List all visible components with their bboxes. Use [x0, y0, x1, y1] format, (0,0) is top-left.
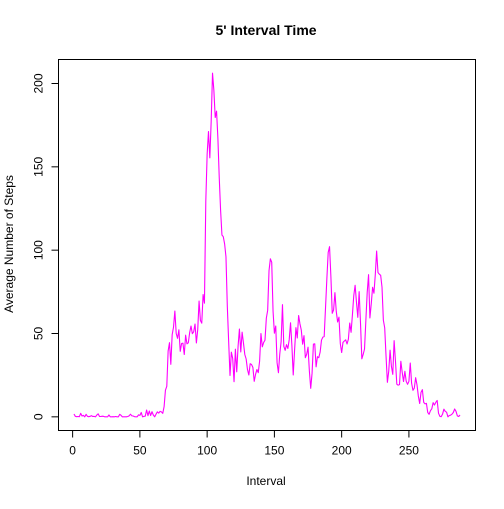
y-tick-label: 150: [32, 157, 46, 177]
x-tick-label: 100: [197, 444, 217, 458]
y-tick-label: 0: [32, 413, 46, 420]
x-tick-label: 50: [133, 444, 147, 458]
x-axis-label: Interval: [246, 474, 285, 488]
chart-title: 5' Interval Time: [215, 22, 316, 38]
x-tick-label: 0: [69, 444, 76, 458]
data-line: [73, 72, 461, 418]
x-tick-label: 250: [399, 444, 419, 458]
plot-frame: [58, 59, 476, 431]
x-tick-label: 150: [264, 444, 284, 458]
x-tick-label: 200: [332, 444, 352, 458]
y-tick-label: 50: [32, 327, 46, 341]
y-tick-label: 200: [32, 73, 46, 93]
y-tick-label: 100: [32, 240, 46, 260]
y-axis-label: Average Number of Steps: [2, 175, 16, 313]
